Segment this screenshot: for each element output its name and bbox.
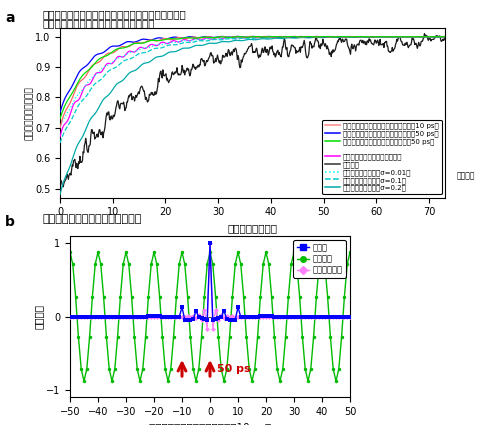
Legend: カオス, 擬似周期, カラーノイズ: カオス, 擬似周期, カラーノイズ [294, 240, 346, 278]
Legend: レーザーカオス（サンプリング間隔：10 ps）, レーザーカオス（サンプリング間隔：50 ps）, 擬似周期信号（サンプリング間隔：50 ps）, , カラーノ: レーザーカオス（サンプリング間隔：10 ps）, レーザーカオス（サンプリング間… [322, 120, 442, 194]
Text: 事前の知識が全くない状態からの強化学習の実現例: 事前の知識が全くない状態からの強化学習の実現例 [42, 9, 186, 20]
X-axis label: 時間ずれ（サンプリング間隔：10 ps）: 時間ずれ（サンプリング間隔：10 ps） [149, 422, 271, 425]
Text: 実験に用いた信号の自己相関関数: 実験に用いた信号の自己相関関数 [42, 214, 142, 224]
Text: 50 ps: 50 ps [217, 365, 250, 374]
Y-axis label: 正しい意思決定の割合: 正しい意思決定の割合 [24, 86, 34, 139]
Text: （レーザーカオス、擬似乱数等の比較）: （レーザーカオス、擬似乱数等の比較） [42, 18, 155, 28]
Text: a: a [5, 11, 15, 25]
X-axis label: 時間（サイクル）: 時間（サイクル） [228, 223, 278, 233]
Text: b: b [5, 215, 15, 229]
Text: 擬似乱数: 擬似乱数 [456, 171, 475, 180]
Y-axis label: 自己相関: 自己相関 [33, 304, 43, 329]
